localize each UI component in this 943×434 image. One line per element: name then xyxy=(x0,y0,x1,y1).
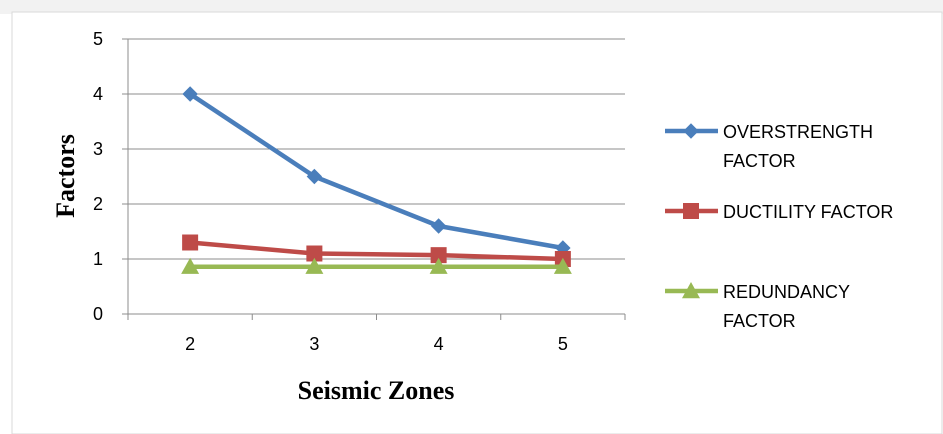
y-tick-label: 5 xyxy=(93,29,103,49)
legend-swatch-marker xyxy=(683,203,699,219)
top-strip xyxy=(0,0,943,14)
x-tick-labels: 2 3 4 5 xyxy=(185,334,568,354)
data-point xyxy=(182,86,198,102)
legend-swatch-marker xyxy=(682,282,700,299)
legend-label: DUCTILITY FACTOR xyxy=(723,202,893,222)
legend-item: REDUNDANCY FACTOR xyxy=(665,282,850,331)
data-point xyxy=(306,168,323,185)
series xyxy=(181,86,572,274)
data-point xyxy=(306,245,323,262)
x-tick-label: 2 xyxy=(185,334,195,354)
y-tick-label: 1 xyxy=(93,249,103,269)
chart-border xyxy=(11,11,943,434)
series-line-square xyxy=(187,240,566,262)
data-point xyxy=(430,247,447,264)
x-axis-title: Seismic Zones xyxy=(298,376,455,405)
legend-label: FACTOR xyxy=(723,311,796,331)
y-tick-label: 2 xyxy=(93,194,103,214)
legend-item: DUCTILITY FACTOR xyxy=(665,202,893,222)
legend: OVERSTRENGTH FACTOR DUCTILITY FACTOR REDUND… xyxy=(665,122,893,331)
x-tick-label: 4 xyxy=(434,334,444,354)
legend-label: FACTOR xyxy=(723,151,796,171)
data-point xyxy=(553,257,572,274)
x-tick-label: 3 xyxy=(309,334,319,354)
y-tick-labels: 0 1 2 3 4 5 xyxy=(93,29,103,324)
x-tick-label: 5 xyxy=(558,334,568,354)
y-tick-label: 0 xyxy=(93,304,103,324)
y-axis-title: Factors xyxy=(51,134,80,218)
data-point xyxy=(429,257,448,274)
series-line-diamond xyxy=(187,91,566,251)
legend-item: OVERSTRENGTH FACTOR xyxy=(665,122,873,171)
data-point xyxy=(430,218,447,234)
legend-swatch-marker xyxy=(683,123,699,139)
axes xyxy=(122,38,626,320)
legend-label: OVERSTRENGTH xyxy=(723,122,873,142)
data-point xyxy=(181,257,200,274)
y-tick-label: 3 xyxy=(93,139,103,159)
data-point xyxy=(305,257,324,274)
y-tick-label: 4 xyxy=(93,84,103,104)
data-point xyxy=(182,234,199,251)
legend-label: REDUNDANCY xyxy=(723,282,850,302)
